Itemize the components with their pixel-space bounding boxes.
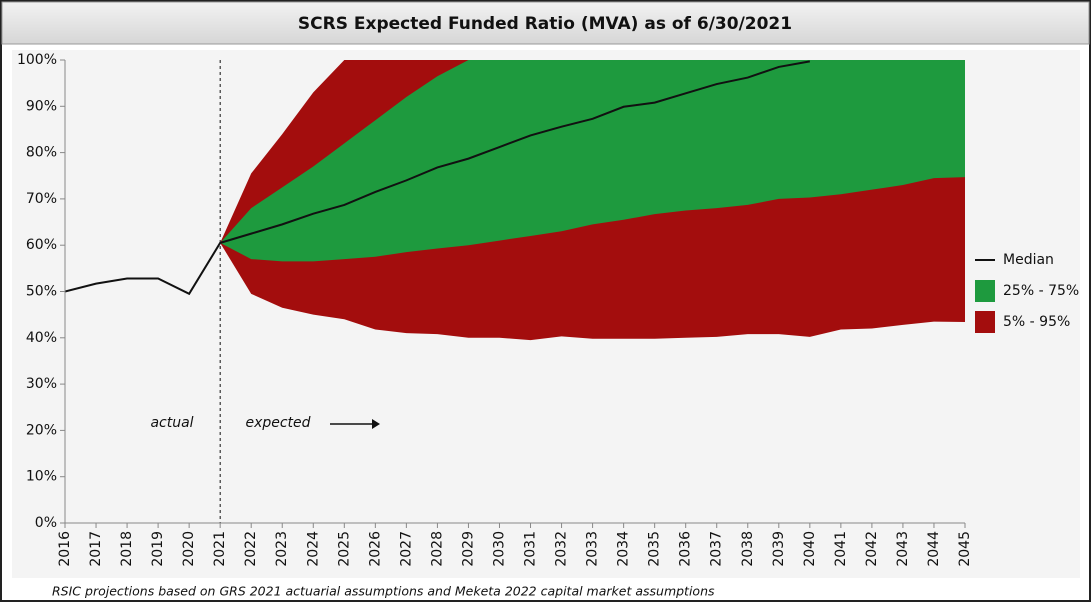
legend-swatch <box>975 280 995 302</box>
band <box>220 60 965 262</box>
x-tick-label: 2035 <box>647 531 663 567</box>
y-tick-label: 90% <box>26 98 57 114</box>
x-tick-label: 2039 <box>771 531 787 567</box>
y-tick-label: 50% <box>26 284 57 300</box>
annotation: actual <box>150 415 193 431</box>
legend-swatch <box>975 311 995 333</box>
x-tick-label: 2043 <box>895 531 911 567</box>
x-tick-label: 2032 <box>554 531 570 567</box>
x-tick-label: 2045 <box>957 531 973 567</box>
x-tick-label: 2019 <box>150 531 166 567</box>
x-tick-label: 2016 <box>57 531 73 567</box>
x-tick-label: 2042 <box>864 531 880 567</box>
x-tick-label: 2038 <box>740 531 756 567</box>
legend-label: Median <box>1003 252 1054 268</box>
x-tick-label: 2025 <box>336 531 352 567</box>
y-tick-label: 30% <box>26 376 57 392</box>
x-tick-label: 2027 <box>398 531 414 567</box>
x-tick-label: 2037 <box>709 531 725 567</box>
x-tick-label: 2033 <box>585 531 601 567</box>
y-tick-label: 60% <box>26 237 57 253</box>
x-tick-label: 2022 <box>243 531 259 567</box>
x-tick-label: 2041 <box>833 531 849 567</box>
x-tick-label: 2034 <box>616 531 632 567</box>
x-tick-label: 2030 <box>491 531 507 567</box>
x-tick-label: 2021 <box>212 531 228 567</box>
y-tick-label: 100% <box>17 52 57 68</box>
y-tick-label: 20% <box>26 422 57 438</box>
legend-label: 5% - 95% <box>1003 314 1070 330</box>
y-tick-label: 0% <box>35 515 57 531</box>
x-tick-label: 2031 <box>523 531 539 567</box>
x-tick-label: 2028 <box>429 531 445 567</box>
y-tick-label: 10% <box>26 469 57 485</box>
x-tick-label: 2017 <box>88 531 104 567</box>
chart-title: SCRS Expected Funded Ratio (MVA) as of 6… <box>298 14 792 34</box>
y-tick-label: 40% <box>26 330 57 346</box>
y-tick-label: 80% <box>26 145 57 161</box>
x-tick-label: 2040 <box>802 531 818 567</box>
x-tick-label: 2020 <box>181 531 197 567</box>
title-bar <box>1 1 1090 45</box>
annotation: expected <box>245 415 310 431</box>
y-tick-label: 70% <box>26 191 57 207</box>
arrow-head <box>372 419 380 429</box>
x-tick-label: 2036 <box>678 531 694 567</box>
x-tick-label: 2026 <box>367 531 383 567</box>
x-tick-label: 2044 <box>926 531 942 567</box>
x-tick-label: 2029 <box>460 531 476 567</box>
legend-label: 25% - 75% <box>1003 283 1079 299</box>
x-tick-label: 2024 <box>305 531 321 567</box>
x-tick-label: 2023 <box>274 531 290 567</box>
plot-area <box>65 60 965 341</box>
median-line <box>65 60 811 296</box>
footnote: RSIC projections based on GRS 2021 actua… <box>52 584 715 599</box>
x-tick-label: 2018 <box>119 531 135 567</box>
